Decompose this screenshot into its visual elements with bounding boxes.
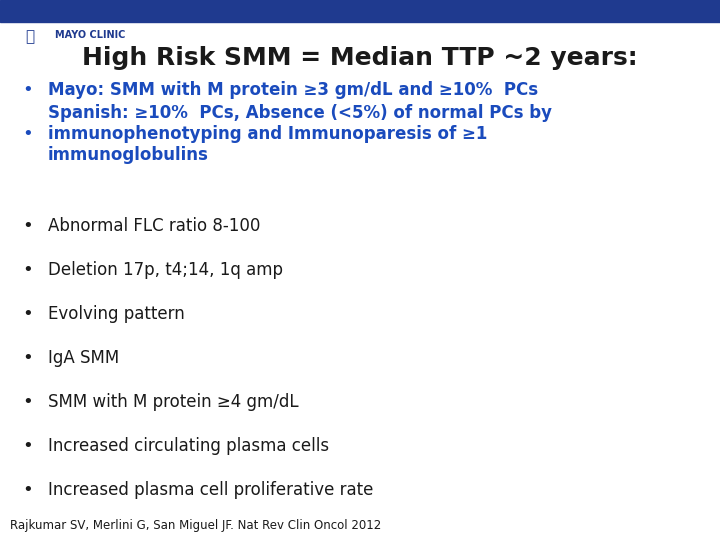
- Text: ⛨: ⛨: [25, 30, 35, 44]
- Text: MAYO CLINIC: MAYO CLINIC: [55, 30, 125, 40]
- Text: •: •: [22, 125, 33, 143]
- Text: Abnormal FLC ratio 8-100: Abnormal FLC ratio 8-100: [48, 217, 261, 235]
- Text: •: •: [22, 481, 33, 499]
- Text: Evolving pattern: Evolving pattern: [48, 305, 185, 323]
- Text: •: •: [22, 393, 33, 411]
- Text: SMM with M protein ≥4 gm/dL: SMM with M protein ≥4 gm/dL: [48, 393, 299, 411]
- Text: Deletion 17p, t4;14, 1q amp: Deletion 17p, t4;14, 1q amp: [48, 261, 283, 279]
- Text: Spanish: ≥10%  PCs, Absence (<5%) of normal PCs by
immunophenotyping and Immunop: Spanish: ≥10% PCs, Absence (<5%) of norm…: [48, 104, 552, 165]
- Text: •: •: [22, 305, 33, 323]
- Text: •: •: [22, 217, 33, 235]
- Text: IgA SMM: IgA SMM: [48, 349, 120, 367]
- Bar: [0, 0, 720, 22]
- Text: •: •: [22, 261, 33, 279]
- Text: Rajkumar SV, Merlini G, San Miguel JF. Nat Rev Clin Oncol 2012: Rajkumar SV, Merlini G, San Miguel JF. N…: [10, 519, 382, 532]
- Text: •: •: [22, 349, 33, 367]
- Text: •: •: [22, 81, 33, 99]
- Text: Increased plasma cell proliferative rate: Increased plasma cell proliferative rate: [48, 481, 374, 499]
- Text: Mayo: SMM with M protein ≥3 gm/dL and ≥10%  PCs: Mayo: SMM with M protein ≥3 gm/dL and ≥1…: [48, 81, 538, 99]
- Text: Increased circulating plasma cells: Increased circulating plasma cells: [48, 437, 329, 455]
- Text: •: •: [22, 437, 33, 455]
- Text: High Risk SMM = Median TTP ~2 years:: High Risk SMM = Median TTP ~2 years:: [82, 46, 638, 70]
